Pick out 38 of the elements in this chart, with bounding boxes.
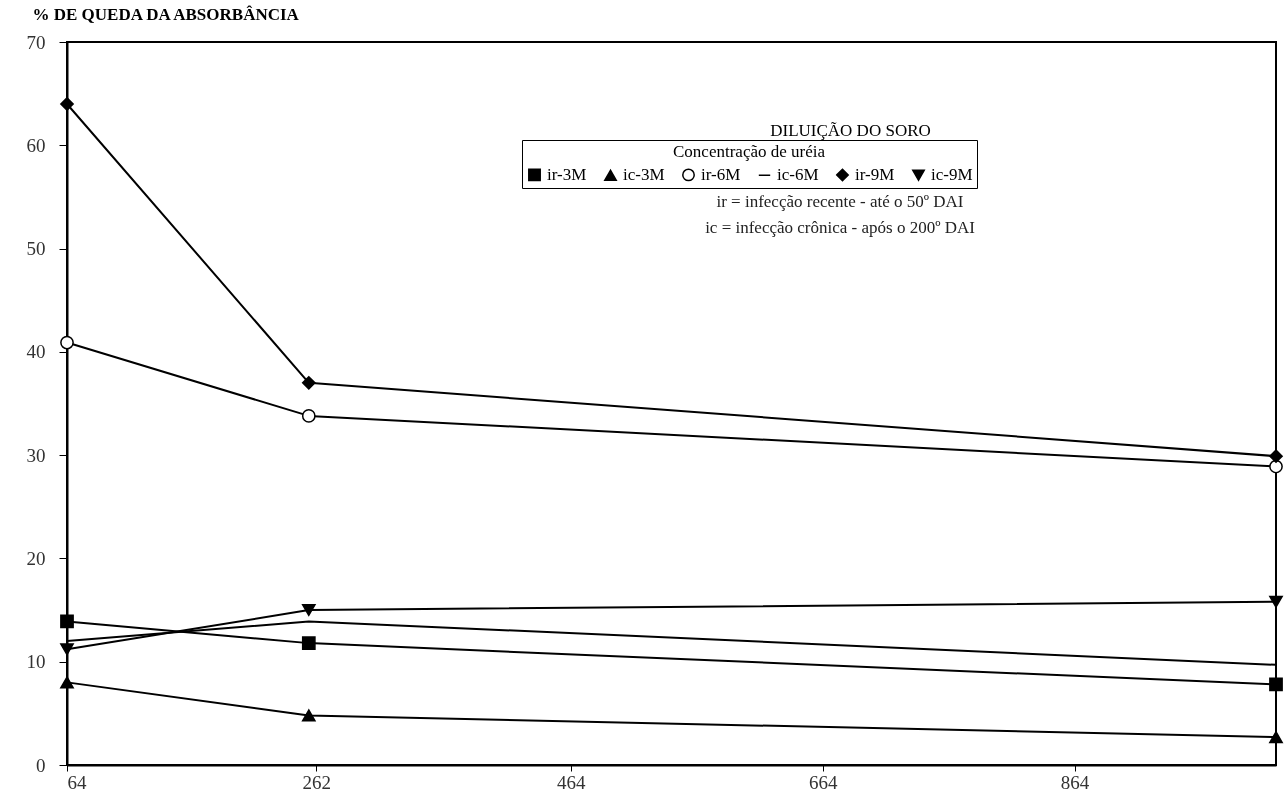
point — [60, 335, 74, 350]
point — [301, 375, 316, 390]
point — [301, 636, 316, 650]
point — [60, 97, 74, 111]
point — [301, 709, 316, 722]
point — [301, 409, 316, 423]
legend-label: ic-9M — [931, 165, 973, 185]
annotation: ic = infecção crônica - após o 200º DAI — [705, 218, 976, 237]
point — [301, 604, 316, 617]
legend-label: ir-9M — [855, 164, 895, 184]
y-tick-label: 70 — [26, 31, 46, 53]
x-tick-label: 64 — [67, 771, 87, 793]
y-tick-label: 30 — [26, 444, 46, 466]
point — [60, 643, 74, 656]
y-tick-label: 60 — [26, 134, 46, 156]
y-tick-label: 40 — [26, 341, 46, 363]
legend-title: Concentração de uréia — [673, 142, 826, 161]
x-axis-title: DILUIÇÃO DO SORO — [770, 120, 931, 140]
annotation: ir = infecção recente - até o 50º DAI — [716, 192, 964, 211]
point — [1269, 731, 1283, 744]
point — [60, 614, 74, 629]
y-tick-label: 50 — [26, 238, 46, 260]
point — [60, 676, 74, 689]
y-tick-label: 10 — [26, 651, 46, 673]
y-tick-label: 20 — [26, 547, 46, 569]
point — [1269, 677, 1283, 692]
point — [1269, 595, 1283, 608]
y-tick-label: 0 — [36, 754, 46, 776]
point — [1269, 449, 1283, 464]
x-tick-label: 464 — [557, 771, 586, 793]
x-tick-label: 864 — [1060, 771, 1090, 793]
legend-label: ir-3M — [547, 164, 587, 184]
legend-label: ic-6M — [777, 165, 819, 185]
x-tick-label: 664 — [808, 771, 838, 793]
y-axis-title: % DE QUEDA DA ABSORBÂNCIA — [32, 4, 300, 24]
legend-label: ic-3M — [623, 165, 665, 185]
legend-label: ir-6M — [701, 164, 741, 184]
x-tick-label: 262 — [302, 771, 332, 793]
